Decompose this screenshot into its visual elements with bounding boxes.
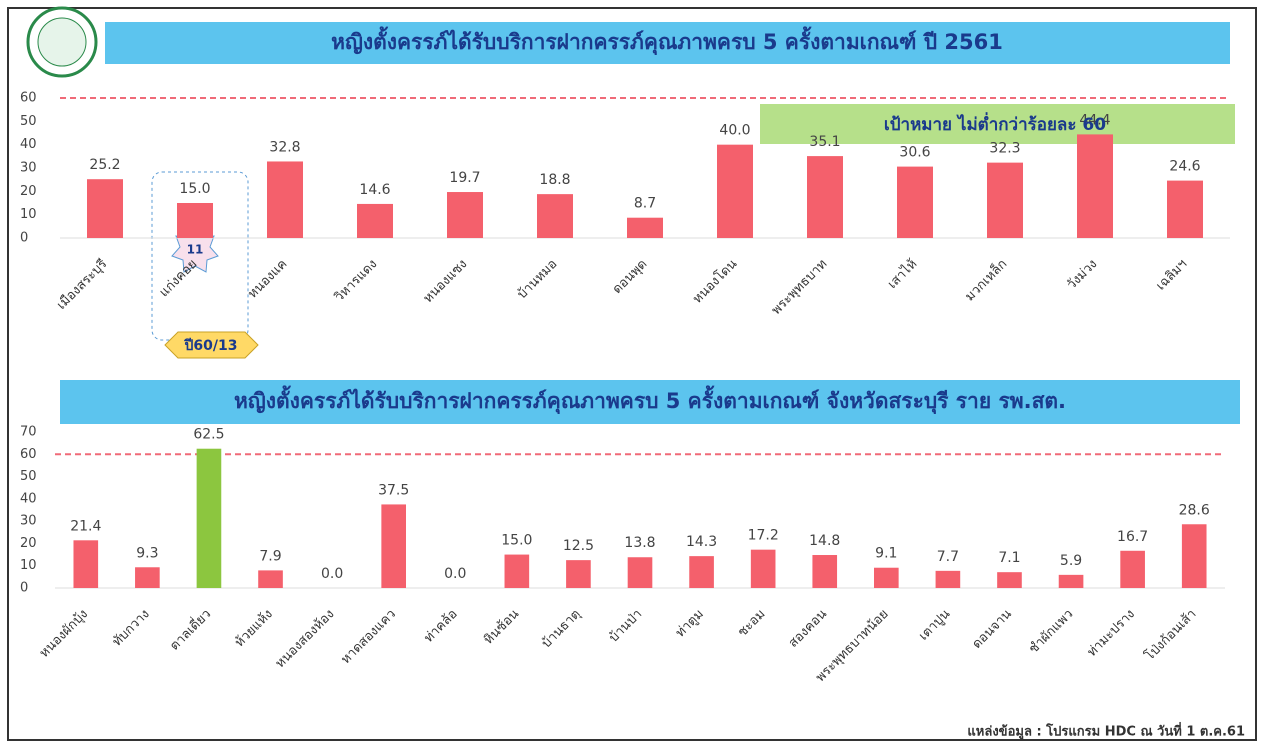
value-label: 15.0 bbox=[501, 533, 532, 549]
bar bbox=[997, 572, 1022, 588]
value-label: 18.8 bbox=[539, 172, 570, 188]
value-label: 35.1 bbox=[809, 134, 840, 150]
bar bbox=[807, 156, 843, 238]
logo-inner bbox=[37, 17, 87, 67]
value-label: 17.2 bbox=[748, 528, 779, 544]
bar bbox=[267, 161, 303, 238]
y-tick-label: 60 bbox=[20, 91, 37, 106]
value-label: 12.5 bbox=[563, 538, 594, 554]
bar bbox=[447, 192, 483, 238]
target-box bbox=[760, 104, 1235, 144]
bar bbox=[73, 540, 99, 588]
value-label: 30.6 bbox=[899, 145, 930, 161]
bar bbox=[1058, 574, 1084, 588]
y-tick-label: 40 bbox=[20, 491, 37, 506]
value-label: 14.6 bbox=[359, 182, 390, 198]
bar bbox=[87, 179, 123, 238]
y-tick-label: 40 bbox=[20, 137, 37, 152]
y-tick-label: 10 bbox=[20, 558, 37, 573]
value-label: 14.3 bbox=[686, 534, 717, 550]
y-tick-label: 20 bbox=[20, 184, 37, 199]
badge-hexagon bbox=[164, 331, 259, 359]
value-label: 0.0 bbox=[321, 566, 343, 582]
bar bbox=[258, 570, 283, 588]
bar bbox=[812, 555, 838, 588]
bar bbox=[504, 554, 530, 588]
value-label: 5.9 bbox=[1060, 553, 1082, 569]
value-label: 32.3 bbox=[989, 141, 1020, 157]
value-label: 0.0 bbox=[444, 566, 466, 582]
badge-star bbox=[171, 227, 219, 273]
value-label: 19.7 bbox=[449, 170, 480, 186]
value-label: 24.6 bbox=[1169, 159, 1200, 175]
y-tick-label: 60 bbox=[20, 447, 37, 462]
value-label: 16.7 bbox=[1117, 529, 1148, 545]
value-label: 7.7 bbox=[937, 549, 959, 565]
title-banner bbox=[60, 380, 1240, 424]
value-label: 13.8 bbox=[624, 535, 655, 551]
value-label: 25.2 bbox=[89, 157, 120, 173]
bar bbox=[627, 217, 663, 238]
bar bbox=[627, 557, 653, 588]
badge: 11 bbox=[187, 243, 204, 257]
bar bbox=[196, 448, 222, 588]
value-label: 9.3 bbox=[136, 545, 158, 561]
value-label: 9.1 bbox=[875, 546, 897, 562]
target-annotation: เป้าหมาย ไม่ต่ำกว่าร้อยละ 60 bbox=[884, 112, 1106, 135]
highlight-box bbox=[151, 171, 249, 341]
value-label: 21.4 bbox=[70, 518, 101, 534]
y-tick-label: 30 bbox=[20, 161, 37, 176]
value-label: 37.5 bbox=[378, 482, 409, 498]
value-label: 15.0 bbox=[179, 181, 210, 197]
y-tick-label: 0 bbox=[20, 231, 28, 246]
value-label: 32.8 bbox=[269, 139, 300, 155]
value-label: 8.7 bbox=[634, 196, 656, 212]
bar bbox=[1077, 134, 1113, 238]
chart-title: หญิงตั้งครรภ์ได้รับบริการฝากครรภ์คุณภาพค… bbox=[234, 385, 1066, 415]
bar bbox=[381, 504, 406, 588]
bar bbox=[135, 567, 160, 588]
y-tick-label: 50 bbox=[20, 114, 37, 129]
y-tick-label: 30 bbox=[20, 514, 37, 529]
y-tick-label: 50 bbox=[20, 469, 37, 484]
title-banner bbox=[105, 22, 1230, 64]
value-label: 14.8 bbox=[809, 533, 840, 549]
bar bbox=[537, 194, 573, 238]
value-label: 7.1 bbox=[998, 550, 1020, 566]
bar bbox=[689, 556, 714, 588]
y-tick-label: 0 bbox=[20, 581, 28, 596]
value-label: 7.9 bbox=[259, 548, 281, 564]
bar bbox=[717, 144, 753, 238]
badge-note: ปี60/13 bbox=[183, 338, 237, 354]
source: แหล่งข้อมูล : โปรแกรม HDC ณ วันที่ 1 ต.ค… bbox=[967, 722, 1245, 740]
bar bbox=[1120, 550, 1145, 588]
y-tick-label: 10 bbox=[20, 207, 37, 222]
bar bbox=[897, 166, 933, 238]
bar bbox=[935, 570, 961, 588]
value-label: 40.0 bbox=[719, 123, 750, 139]
bar bbox=[566, 560, 591, 588]
bar bbox=[750, 549, 776, 588]
chart-title: หญิงตั้งครรภ์ได้รับบริการฝากครรภ์คุณภาพค… bbox=[331, 26, 1003, 56]
bar bbox=[1167, 180, 1203, 238]
value-label: 44.4 bbox=[1079, 112, 1110, 128]
y-tick-label: 70 bbox=[20, 425, 37, 440]
bar bbox=[357, 203, 393, 238]
value-label: 28.6 bbox=[1179, 502, 1210, 518]
y-tick-label: 20 bbox=[20, 536, 37, 551]
value-label: 62.5 bbox=[193, 427, 224, 443]
bar bbox=[987, 162, 1023, 238]
bar bbox=[177, 203, 213, 238]
bar bbox=[874, 567, 899, 588]
bar bbox=[1181, 524, 1207, 588]
